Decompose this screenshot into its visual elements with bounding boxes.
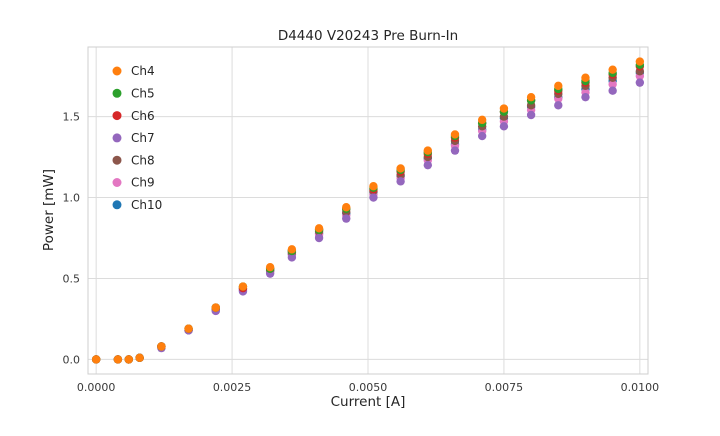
- data-point-ch4: [635, 57, 645, 66]
- data-point-ch7: [314, 233, 324, 243]
- data-point-ch4: [450, 130, 460, 139]
- legend-marker-ch6: [112, 111, 122, 121]
- data-point-ch7: [369, 193, 378, 202]
- data-point-ch7: [396, 177, 405, 186]
- data-point-ch7: [499, 122, 509, 131]
- data-point-ch4: [157, 342, 166, 351]
- x-tick-label: 0.0100: [621, 381, 660, 394]
- data-point-ch4: [554, 81, 563, 91]
- data-point-ch4: [499, 104, 509, 113]
- plot-border: [87, 46, 649, 375]
- data-point-ch4: [211, 303, 220, 312]
- data-point-ch9: [608, 80, 617, 89]
- data-point-ch4: [369, 182, 378, 191]
- x-tick-label: 0.0050: [349, 381, 388, 394]
- legend-marker-ch4: [112, 66, 122, 76]
- data-point-ch4: [135, 353, 144, 363]
- grid-layer: [87, 46, 649, 375]
- data-point-ch7: [635, 78, 645, 87]
- data-point-ch4: [265, 262, 275, 272]
- data-point-ch7: [526, 110, 536, 120]
- data-point-ch4: [238, 282, 248, 291]
- data-point-ch4: [314, 224, 324, 233]
- data-point-ch7: [608, 86, 617, 95]
- data-point-ch7: [287, 253, 297, 262]
- data-point-ch4: [342, 203, 351, 212]
- legend-label-ch9: Ch9: [131, 176, 155, 190]
- y-tick-label: 0.5: [63, 272, 81, 285]
- data-point-ch4: [113, 355, 123, 364]
- legend-marker-ch9: [112, 178, 122, 187]
- legend-label-ch10: Ch10: [131, 198, 162, 212]
- legend-marker-ch5: [112, 88, 122, 98]
- data-point-ch7: [581, 92, 590, 102]
- chart-title: D4440 V20243 Pre Burn-In: [278, 28, 458, 44]
- data-point-ch4: [423, 146, 433, 155]
- data-point-ch4: [287, 245, 297, 254]
- data-point-ch4: [608, 65, 617, 74]
- legend: Ch4 Ch5 Ch6 Ch7 Ch8 Ch9 Ch10: [112, 64, 162, 212]
- x-tick-label: 0.0075: [485, 381, 524, 394]
- y-axis-label: Power [mW]: [41, 169, 57, 251]
- y-tick-label: 1.5: [63, 111, 81, 124]
- y-tick-label: 0.0: [63, 353, 81, 366]
- data-point-ch4: [396, 164, 405, 173]
- x-tick-label: 0.0000: [77, 381, 116, 394]
- data-point-ch7: [450, 146, 460, 155]
- data-point-ch7: [423, 160, 433, 170]
- data-point-ch7: [342, 214, 351, 223]
- data-point-ch7: [477, 131, 487, 141]
- y-tick-label: 1.0: [63, 192, 81, 205]
- legend-marker-ch7: [112, 133, 122, 143]
- data-point-ch4: [526, 92, 536, 102]
- legend-marker-ch10: [112, 200, 122, 210]
- data-point-ch4: [91, 355, 101, 364]
- data-point-ch4: [477, 115, 487, 125]
- x-tick-label: 0.0025: [213, 381, 252, 394]
- legend-marker-ch8: [112, 155, 122, 165]
- data-point-ch7: [554, 101, 563, 110]
- legend-label-ch5: Ch5: [131, 87, 155, 101]
- data-point-ch4: [581, 73, 590, 82]
- legend-label-ch6: Ch6: [131, 109, 155, 123]
- legend-label-ch7: Ch7: [131, 131, 155, 145]
- data-point-ch4: [184, 324, 193, 333]
- legend-label-ch8: Ch8: [131, 153, 155, 167]
- data-point-ch4: [124, 355, 133, 364]
- ticks-layer: 0.0000 0.0025 0.0050 0.0075 0.0100 0.0 0.5 1.0 1…: [63, 111, 660, 394]
- points-layer: [91, 57, 645, 364]
- legend-label-ch4: Ch4: [131, 64, 155, 78]
- x-axis-label: Current [A]: [331, 394, 406, 410]
